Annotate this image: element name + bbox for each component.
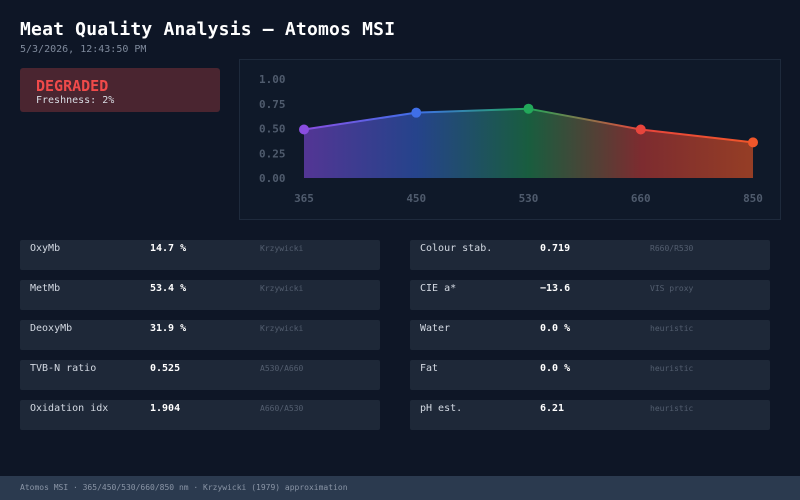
x-tick-label: 530 [519, 192, 539, 205]
metric-label: Fat [420, 363, 439, 374]
metric-card: Colour stab. 0.719 R660/R530 [410, 240, 770, 270]
metric-label: Colour stab. [420, 243, 493, 254]
data-point [523, 103, 534, 114]
y-tick-label: 0.25 [259, 147, 286, 160]
metric-label: pH est. [420, 403, 463, 414]
metric-value: 53.4 % [150, 283, 187, 294]
metric-label: CIE a* [420, 283, 457, 294]
status-card: DEGRADED Freshness: 2% [20, 68, 220, 112]
metric-card: OxyMb 14.7 % Krzywicki [20, 240, 380, 270]
metric-card: Oxidation idx 1.904 A660/A530 [20, 400, 380, 430]
metric-label: MetMb [30, 283, 61, 294]
page-title: Meat Quality Analysis — Atomos MSI [20, 19, 396, 40]
metric-label: Water [420, 323, 451, 334]
timestamp: 5/3/2026, 12:43:50 PM [20, 44, 147, 55]
metric-card: DeoxyMb 31.9 % Krzywicki [20, 320, 380, 350]
data-point [748, 137, 758, 148]
metric-value: 0.525 [150, 363, 181, 374]
metric-source: heuristic [650, 324, 694, 333]
metric-value: −13.6 [540, 283, 571, 294]
x-tick-label: 850 [743, 192, 763, 205]
metric-label: TVB-N ratio [30, 363, 97, 374]
y-tick-label: 0.00 [259, 172, 286, 185]
metric-source: R660/R530 [650, 244, 694, 253]
freshness-readout: Freshness: 2% [36, 95, 115, 106]
metric-value: 0.0 % [540, 323, 571, 334]
footer: Atomos MSI · 365/450/530/660/850 nm · Kr… [0, 476, 800, 500]
metric-value: 0.0 % [540, 363, 571, 374]
metric-source: heuristic [650, 404, 694, 413]
metric-card: MetMb 53.4 % Krzywicki [20, 280, 380, 310]
metric-label: DeoxyMb [30, 323, 73, 334]
metric-value: 1.904 [150, 403, 181, 414]
metric-source: Krzywicki [260, 284, 304, 293]
metric-source: VIS proxy [650, 284, 694, 293]
metric-value: 14.7 % [150, 243, 187, 254]
metric-source: Krzywicki [260, 324, 304, 333]
metric-value: 0.719 [540, 243, 571, 254]
x-tick-label: 365 [294, 192, 314, 205]
y-tick-label: 0.75 [259, 98, 286, 111]
metric-card: Fat 0.0 % heuristic [410, 360, 770, 390]
metric-value: 6.21 [540, 403, 565, 414]
metric-label: Oxidation idx [30, 403, 109, 414]
metric-source: Krzywicki [260, 244, 304, 253]
metric-card: TVB-N ratio 0.525 A530/A660 [20, 360, 380, 390]
metric-card: CIE a* −13.6 VIS proxy [410, 280, 770, 310]
metric-card: Water 0.0 % heuristic [410, 320, 770, 350]
metric-source: heuristic [650, 364, 694, 373]
x-tick-label: 450 [406, 192, 426, 205]
metric-source: A660/A530 [260, 404, 304, 413]
data-point [411, 107, 422, 118]
metric-label: OxyMb [30, 243, 61, 254]
metrics-grid: OxyMb 14.7 % Krzywicki Colour stab. 0.719 R66… [20, 240, 770, 430]
metric-card: pH est. 6.21 heuristic [410, 400, 770, 430]
x-tick-label: 660 [631, 192, 651, 205]
y-tick-label: 1.00 [259, 73, 286, 86]
spectrum-chart: 1.00 0.75 0.50 0.25 0.00 365 450 530 660 850 [239, 59, 781, 220]
data-point [299, 124, 309, 135]
spectrum-chart-svg: 1.00 0.75 0.50 0.25 0.00 365 450 530 660 850 [259, 73, 763, 205]
spectrum-area [304, 108, 753, 178]
metric-value: 31.9 % [150, 323, 187, 334]
status-label: DEGRADED [36, 77, 109, 95]
data-point [635, 124, 646, 135]
y-tick-label: 0.50 [259, 123, 286, 136]
metric-source: A530/A660 [260, 364, 304, 373]
